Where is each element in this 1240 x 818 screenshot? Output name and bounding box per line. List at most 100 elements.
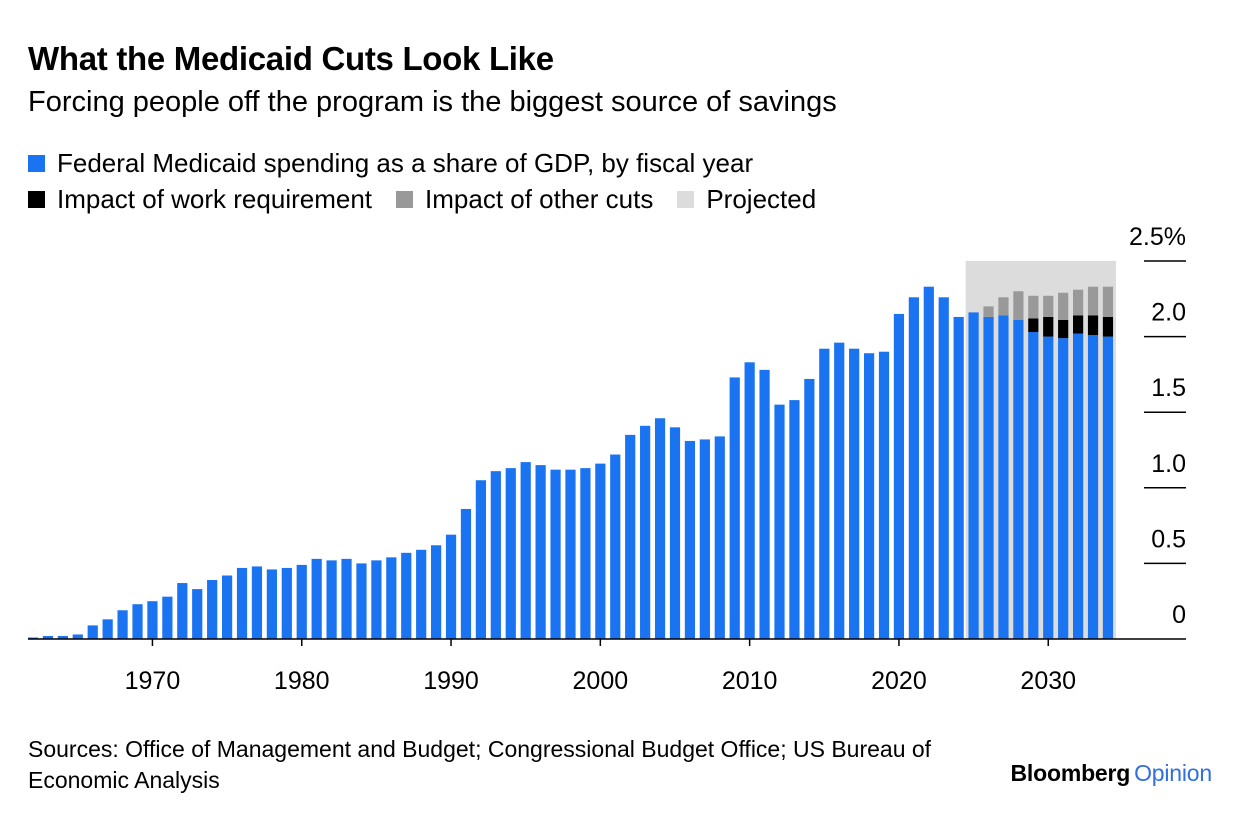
- bar-federal-1966: [87, 625, 98, 639]
- source-note: Sources: Office of Management and Budget…: [28, 736, 932, 793]
- legend-swatch-work: [28, 191, 45, 208]
- bar-other-2033: [1087, 286, 1099, 316]
- bar-federal-1974: [207, 580, 218, 639]
- bar-federal-1977: [251, 566, 263, 639]
- legend-label-other: Impact of other cuts: [425, 184, 654, 214]
- bar-federal-1997: [550, 469, 561, 639]
- bar-federal-1971: [162, 596, 173, 639]
- bar-federal-1987: [401, 552, 412, 639]
- y-tick-label-5: 2.5%: [1129, 223, 1186, 251]
- bar-federal-2005: [669, 427, 681, 639]
- bar-federal-1973: [192, 589, 203, 639]
- bar-federal-1963: [42, 635, 54, 639]
- bar-federal-1969: [132, 604, 143, 639]
- legend-row-2: Impact of work requirement Impact of oth…: [28, 184, 840, 215]
- bar-federal-2016: [834, 342, 845, 639]
- bar-federal-1991: [460, 508, 472, 639]
- bar-work-2030: [1043, 316, 1054, 337]
- x-tick-label-2030: 2030: [1020, 667, 1076, 695]
- bar-federal-1970: [147, 601, 158, 639]
- bar-federal-1996: [535, 465, 546, 639]
- bar-federal-1979: [281, 567, 292, 639]
- bar-federal-2030: [1043, 336, 1054, 639]
- bar-federal-2011: [759, 369, 770, 639]
- bar-federal-1983: [341, 558, 352, 639]
- bar-work-2033: [1087, 315, 1099, 336]
- y-tick-label-1: 0.5: [1151, 525, 1186, 553]
- bar-federal-1992: [475, 480, 486, 639]
- bar-federal-2023: [938, 297, 949, 639]
- bar-federal-1999: [580, 468, 591, 639]
- bar-federal-2009: [729, 377, 740, 639]
- bar-federal-1964: [57, 635, 68, 639]
- bar-federal-2006: [684, 440, 696, 639]
- bar-federal-1962: [27, 637, 39, 639]
- legend-swatch-other: [396, 191, 414, 208]
- bar-federal-2028: [1013, 319, 1024, 639]
- bar-federal-2015: [819, 348, 830, 639]
- bar-other-2027: [998, 297, 1009, 316]
- bar-federal-1968: [117, 610, 128, 639]
- bar-federal-1988: [416, 549, 427, 639]
- brand-bloomberg: Bloomberg: [1010, 760, 1131, 786]
- bar-other-2026: [983, 306, 994, 317]
- y-tick-label-4: 2.0: [1151, 299, 1186, 327]
- brand-logo: Bloomberg Opinion: [1010, 760, 1213, 787]
- chart-subtitle: Forcing people off the program is the bi…: [28, 86, 837, 118]
- legend-swatch-federal: [28, 155, 45, 172]
- bar-federal-1976: [236, 567, 248, 639]
- bar-federal-2034: [1102, 336, 1114, 639]
- x-tick-label-2020: 2020: [871, 667, 927, 695]
- bar-work-2029: [1028, 318, 1039, 333]
- bar-federal-1981: [311, 558, 322, 639]
- bar-federal-2022: [923, 286, 934, 639]
- bar-federal-2014: [804, 378, 815, 639]
- bar-other-2032: [1073, 289, 1084, 316]
- y-tick-label-2: 1.0: [1151, 450, 1186, 478]
- x-tick-label-2000: 2000: [573, 667, 629, 695]
- bar-work-2031: [1058, 319, 1069, 339]
- bar-federal-1975: [221, 575, 233, 639]
- bar-federal-2026: [983, 316, 994, 639]
- bar-federal-1989: [431, 545, 442, 639]
- legend-item-other: Impact of other cuts: [396, 184, 653, 215]
- bar-other-2030: [1043, 295, 1054, 317]
- bar-federal-2018: [863, 353, 875, 639]
- legend-item-federal: Federal Medicaid spending as a share of …: [28, 148, 753, 179]
- bar-federal-2000: [595, 463, 606, 639]
- x-tick-label-2010: 2010: [722, 667, 778, 695]
- bar-federal-2004: [654, 418, 666, 639]
- bar-federal-2025: [968, 312, 979, 639]
- bar-federal-2033: [1087, 335, 1099, 639]
- bar-work-2032: [1073, 315, 1084, 334]
- bar-other-2031: [1058, 292, 1069, 320]
- bar-federal-2027: [998, 315, 1009, 639]
- bar-federal-1990: [445, 534, 457, 639]
- bar-federal-1993: [490, 471, 501, 639]
- legend-swatch-projected: [677, 191, 695, 208]
- bar-federal-2008: [714, 436, 725, 639]
- bar-work-2034: [1102, 316, 1114, 337]
- bar-other-2029: [1028, 295, 1039, 319]
- bar-federal-2029: [1028, 332, 1039, 639]
- bar-federal-1994: [505, 468, 516, 639]
- bar-federal-1984: [356, 563, 367, 639]
- bar-federal-2007: [699, 439, 710, 639]
- bar-other-2034: [1102, 286, 1114, 317]
- bar-federal-2021: [908, 297, 919, 639]
- bar-federal-1998: [565, 469, 576, 639]
- bar-federal-2020: [893, 313, 905, 639]
- legend-label-work: Impact of work requirement: [57, 184, 373, 214]
- bar-federal-2019: [878, 351, 890, 639]
- bar-federal-2012: [774, 404, 785, 639]
- bar-federal-2032: [1073, 333, 1084, 639]
- bar-other-2028: [1013, 291, 1024, 320]
- x-tick-label-1970: 1970: [125, 667, 181, 695]
- bar-federal-1965: [72, 634, 83, 639]
- legend-label-federal: Federal Medicaid spending as a share of …: [57, 148, 754, 178]
- bar-federal-2013: [789, 400, 800, 639]
- legend-item-work: Impact of work requirement: [28, 184, 372, 215]
- bar-federal-1982: [326, 560, 337, 639]
- bar-federal-2017: [849, 348, 860, 639]
